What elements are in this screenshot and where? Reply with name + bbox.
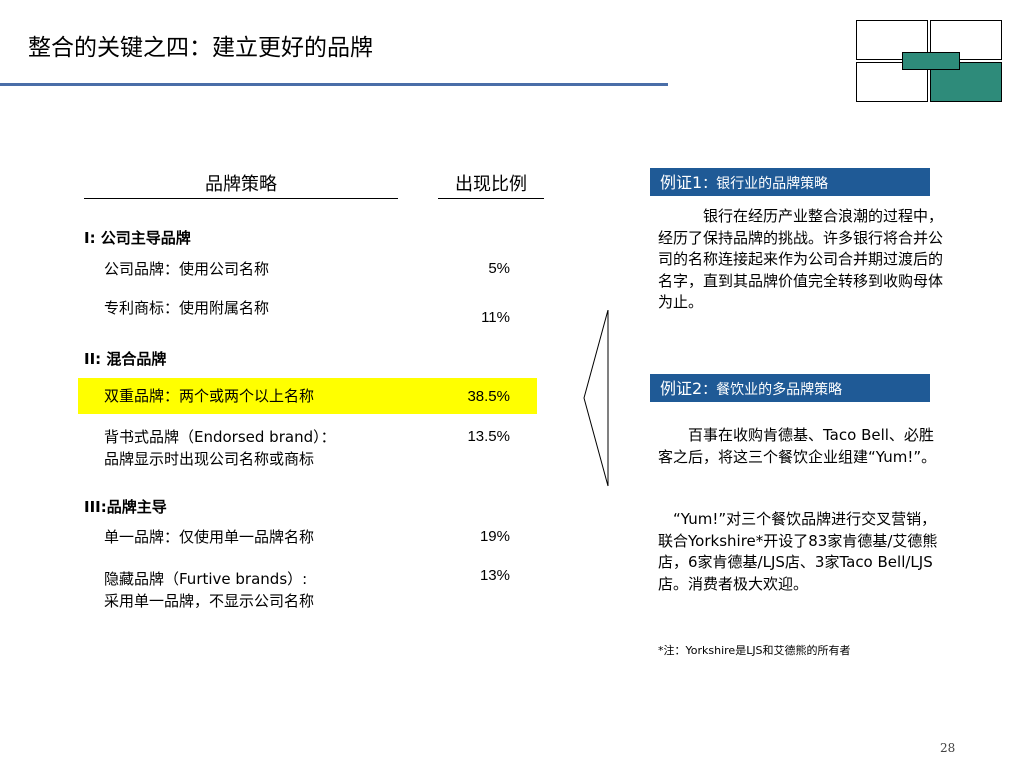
example2-label: 例证2 [660, 379, 703, 398]
row-corporate-brand: 公司品牌：使用公司名称 [104, 260, 270, 278]
section-hybrid: II: 混合品牌 [84, 350, 167, 368]
example2-subtitle: ：餐饮业的多品牌策略 [702, 382, 843, 398]
example1-body: 银行在经历产业整合浪潮的过程中，经历了保持品牌的挑战。许多银行将合并公司的名称连… [658, 207, 944, 311]
ratio-header: 出现比例 [455, 174, 527, 195]
example2-para1: 百事在收购肯德基、Taco Bell、必胜客之后，将这三个餐饮企业组建“Yum!… [658, 426, 937, 466]
example1-banner: 例证1：银行业的品牌策略 [650, 168, 930, 196]
bracket-connector [583, 310, 609, 487]
ratio-header-rule [438, 198, 544, 199]
strategy-header-rule [84, 198, 398, 199]
example2-para2: “Yum!”对三个餐饮品牌进行交叉营销，联合Yorkshire*开设了83家肯德… [658, 510, 938, 593]
title-divider [0, 83, 668, 86]
example1-subtitle: ：银行业的品牌策略 [702, 176, 829, 192]
row-endorsed-brand: 背书式品牌（Endorsed brand）： 品牌显示时出现公司名称或商标 [104, 428, 336, 468]
slide-title: 整合的关键之四：建立更好的品牌 [28, 35, 373, 61]
section-brand-led: III:品牌主导 [84, 498, 167, 516]
row-furtive-brand-pct: 13% [479, 567, 510, 584]
row-single-brand-pct: 19% [479, 528, 510, 545]
row-single-brand: 单一品牌：仅使用单一品牌名称 [104, 528, 315, 546]
example2-banner: 例证2：餐饮业的多品牌策略 [650, 374, 930, 402]
row-endorsed-brand-pct: 13.5% [467, 428, 510, 445]
row-trademark: 专利商标：使用附属名称 [104, 299, 270, 317]
row-trademark-pct: 11% [481, 309, 510, 326]
row-dual-brand: 双重品牌：两个或两个以上名称 [104, 387, 315, 405]
footnote: *注：Yorkshire是LJS和艾德熊的所有者 [658, 644, 851, 657]
logo [854, 20, 1004, 104]
strategy-header: 品牌策略 [205, 174, 277, 195]
section-company-led: I: 公司主导品牌 [84, 229, 191, 247]
row-dual-brand-pct: 38.5% [467, 388, 510, 405]
example1-label: 例证1 [660, 173, 703, 192]
page-number: 28 [940, 741, 956, 755]
row-corporate-brand-pct: 5% [488, 260, 510, 277]
highlight-bar [78, 378, 537, 414]
row-furtive-brand: 隐藏品牌（Furtive brands）: 采用单一品牌，不显示公司名称 [104, 570, 315, 610]
